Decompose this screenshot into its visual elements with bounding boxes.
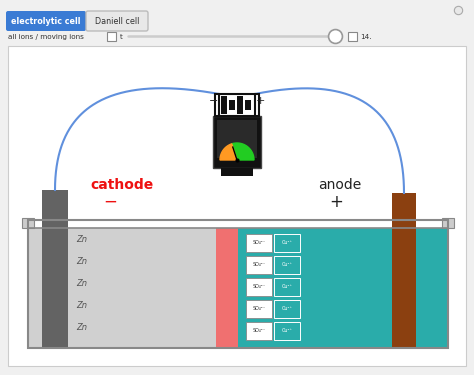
Bar xyxy=(246,322,272,340)
Bar xyxy=(274,322,300,340)
Text: Zn: Zn xyxy=(76,279,87,288)
Polygon shape xyxy=(220,144,237,160)
Text: SO₄²⁻: SO₄²⁻ xyxy=(252,262,266,267)
Text: Daniell cell: Daniell cell xyxy=(95,16,139,26)
Text: Zn: Zn xyxy=(76,236,87,244)
Bar xyxy=(213,116,261,168)
Text: electrolytic cell: electrolytic cell xyxy=(11,16,81,26)
Bar xyxy=(442,218,454,228)
Bar xyxy=(348,32,357,41)
Bar xyxy=(237,96,243,114)
Text: SO₄²⁻: SO₄²⁻ xyxy=(252,328,266,333)
Bar xyxy=(246,256,272,274)
Bar xyxy=(245,100,251,110)
Bar xyxy=(274,300,300,318)
Text: Cu²⁺: Cu²⁺ xyxy=(282,262,292,267)
Bar xyxy=(28,220,448,348)
Text: Cu²⁺: Cu²⁺ xyxy=(282,240,292,246)
Bar xyxy=(217,120,257,158)
Bar xyxy=(8,46,466,366)
Text: anode: anode xyxy=(318,178,361,192)
Text: Cu²⁺: Cu²⁺ xyxy=(282,306,292,312)
Bar xyxy=(42,190,68,348)
Text: cathode: cathode xyxy=(90,178,153,192)
Text: Cu²⁺: Cu²⁺ xyxy=(282,328,292,333)
Bar xyxy=(221,168,253,176)
Text: Cu²⁺: Cu²⁺ xyxy=(282,285,292,290)
Bar xyxy=(274,234,300,252)
Bar xyxy=(392,193,416,348)
Text: SO₄²⁻: SO₄²⁻ xyxy=(252,306,266,312)
Bar xyxy=(246,300,272,318)
Text: Zn: Zn xyxy=(76,258,87,267)
Text: +: + xyxy=(255,96,264,106)
Text: all ions / moving ions: all ions / moving ions xyxy=(8,34,84,40)
Text: SO₄²⁻: SO₄²⁻ xyxy=(252,240,266,246)
Text: +: + xyxy=(329,193,343,211)
Bar xyxy=(274,278,300,296)
Bar xyxy=(229,100,235,110)
Bar xyxy=(238,228,448,348)
Polygon shape xyxy=(232,143,254,160)
Bar xyxy=(246,278,272,296)
Bar xyxy=(28,228,216,348)
Text: t: t xyxy=(120,34,123,40)
FancyBboxPatch shape xyxy=(86,11,148,31)
Text: Zn: Zn xyxy=(76,324,87,333)
Text: Zn: Zn xyxy=(76,302,87,310)
Bar xyxy=(246,234,272,252)
Bar xyxy=(215,94,259,116)
FancyBboxPatch shape xyxy=(6,11,86,31)
Bar xyxy=(22,218,34,228)
Bar xyxy=(221,96,227,114)
Bar xyxy=(216,228,238,348)
Text: −: − xyxy=(210,96,219,106)
Text: −: − xyxy=(103,193,117,211)
Bar xyxy=(107,32,116,41)
Text: 14.: 14. xyxy=(360,34,372,40)
Text: SO₄²⁻: SO₄²⁻ xyxy=(252,285,266,290)
Bar xyxy=(274,256,300,274)
